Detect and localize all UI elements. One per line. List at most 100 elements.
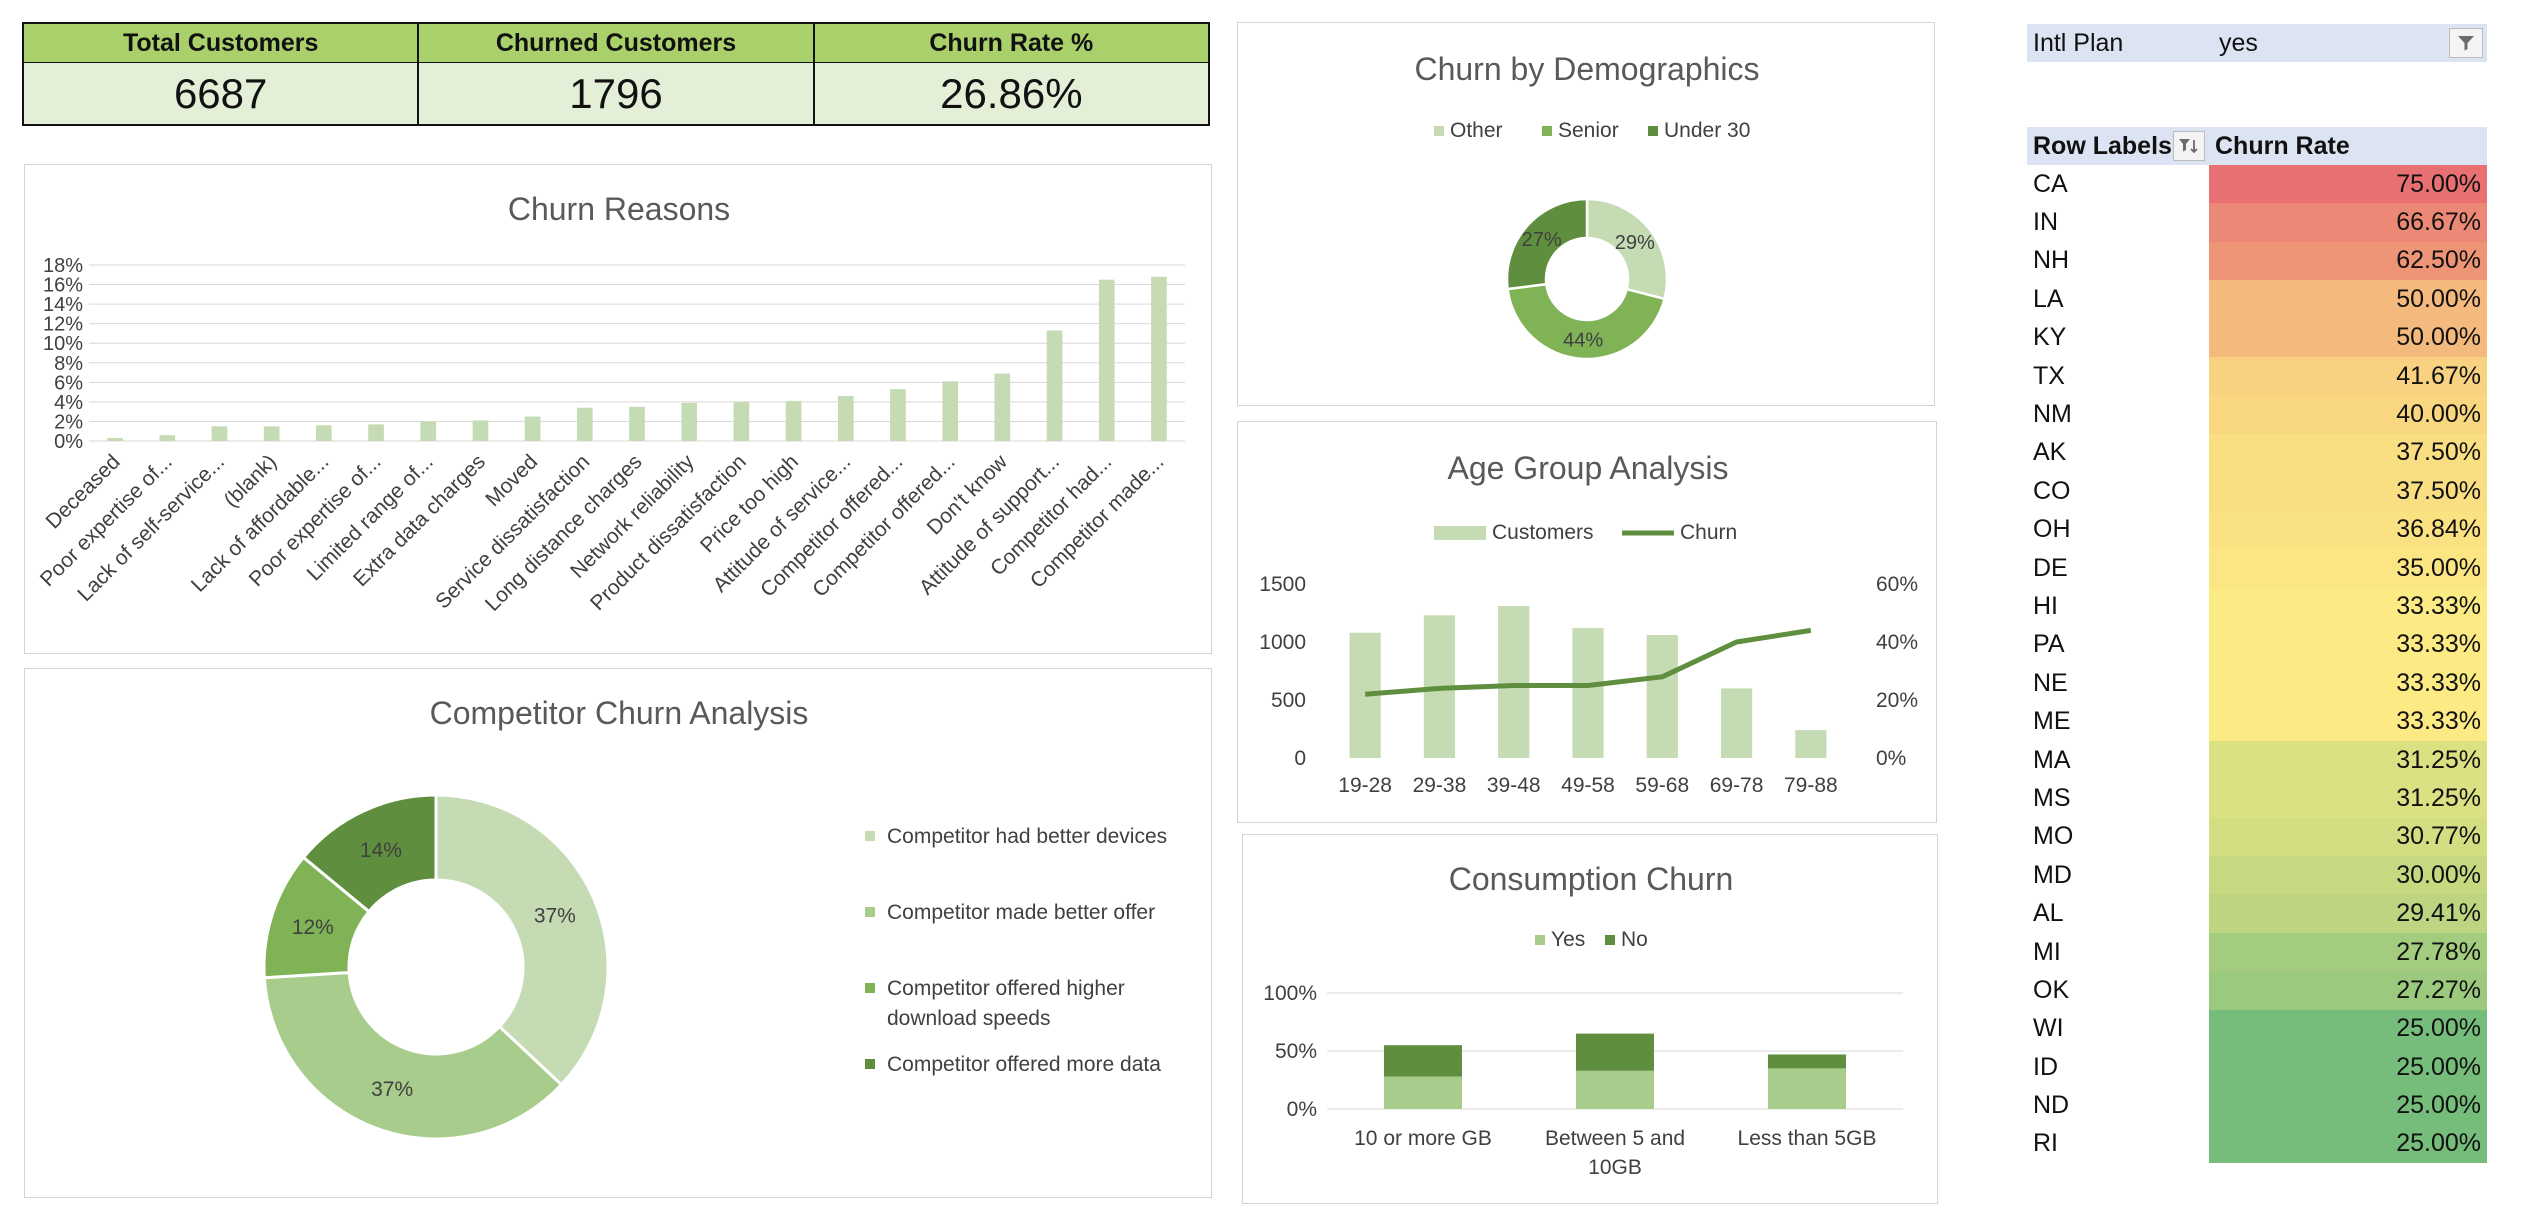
- bar: [211, 426, 228, 441]
- legend-label: Yes: [1551, 928, 1585, 951]
- legend-label: No: [1621, 928, 1648, 951]
- pivot-row[interactable]: CO 37.50%: [2027, 472, 2487, 511]
- churn-rate-cell: 37.50%: [2209, 433, 2487, 473]
- bar: [1098, 279, 1115, 441]
- bar: [524, 416, 541, 441]
- chart-title: Churn by Demographics: [1414, 51, 1759, 87]
- legend-swatch: [1542, 126, 1552, 136]
- bar-segment: [1768, 1068, 1846, 1109]
- y-tick-label-left: 1000: [1259, 631, 1306, 654]
- pivot-row[interactable]: NE 33.33%: [2027, 664, 2487, 703]
- kpi-table: Total Customers 6687 Churned Customers 1…: [22, 22, 1210, 126]
- churn-rate-cell: 30.00%: [2209, 856, 2487, 895]
- churn-rate-cell: 66.67%: [2209, 203, 2487, 242]
- churn-rate-header: Churn Rate: [2215, 131, 2350, 160]
- pivot-row[interactable]: DE 35.00%: [2027, 548, 2487, 588]
- x-tick-label: 39-48: [1487, 774, 1541, 797]
- bar: [159, 435, 176, 441]
- kpi-churned-customers[interactable]: Churned Customers 1796: [419, 24, 815, 124]
- pivot-row[interactable]: NH 62.50%: [2027, 241, 2487, 281]
- legend-swatch: [865, 907, 875, 917]
- pivot-row[interactable]: AL 29.41%: [2027, 894, 2487, 933]
- state-label: AK: [2033, 438, 2067, 467]
- bar: [1720, 688, 1753, 758]
- pivot-row[interactable]: MO 30.77%: [2027, 817, 2487, 857]
- churn-rate-cell: 37.50%: [2209, 472, 2487, 511]
- churn-rate-cell: 33.33%: [2209, 625, 2487, 665]
- bar: [733, 401, 750, 441]
- sort-filter-icon[interactable]: [2173, 131, 2205, 161]
- pivot-row[interactable]: ME 33.33%: [2027, 702, 2487, 741]
- churn-reasons-svg: Churn Reasons 0%2%4%6%8%10%12%14%16%18%D…: [36, 191, 1185, 616]
- pivot-row[interactable]: PA 33.33%: [2027, 625, 2487, 665]
- x-tick-label: 69-78: [1710, 774, 1764, 797]
- pivot-table: Row Labels Churn Rate CA 75.00% IN 66.67% NH…: [2027, 127, 2487, 1164]
- pivot-row[interactable]: IN 66.67%: [2027, 203, 2487, 242]
- state-label: CO: [2033, 476, 2071, 505]
- pivot-row[interactable]: ID 25.00%: [2027, 1047, 2487, 1087]
- x-tick-label: Less than 5GB: [1738, 1127, 1877, 1150]
- bar: [1046, 330, 1063, 441]
- pivot-row[interactable]: CA 75.00%: [2027, 165, 2487, 204]
- data-label: 27%: [1522, 229, 1562, 251]
- state-label: MA: [2033, 745, 2071, 774]
- bar: [368, 424, 384, 441]
- x-tick-label: 49-58: [1561, 774, 1615, 797]
- filter-icon[interactable]: [2449, 28, 2483, 58]
- y-tick-label: 0%: [1287, 1098, 1317, 1121]
- pivot-row[interactable]: OK 27.27%: [2027, 971, 2487, 1010]
- pivot-row[interactable]: WI 25.00%: [2027, 1009, 2487, 1048]
- pivot-row[interactable]: MI 27.78%: [2027, 932, 2487, 972]
- pivot-body: CA 75.00% IN 66.67% NH 62.50% LA 50.00% KY 50.00%…: [2027, 165, 2487, 1164]
- bar-segment: [1768, 1054, 1846, 1069]
- chart-churn-reasons[interactable]: Churn Reasons 0% 2% 4% 6% 8% 10% 12% 14% 16% 18% D…: [24, 164, 1212, 654]
- pivot-row[interactable]: RI 25.00%: [2027, 1124, 2487, 1164]
- kpi-churn-rate[interactable]: Churn Rate % 26.86%: [814, 24, 1208, 124]
- state-label: NE: [2033, 668, 2068, 697]
- pivot-row[interactable]: KY 50.00%: [2027, 318, 2487, 357]
- chart-consumption-churn[interactable]: Consumption Churn 0% 50% 100% 10 or more GB…: [1242, 834, 1938, 1204]
- churn-rate-cell: 62.50%: [2209, 241, 2487, 281]
- y-tick-label-right: 40%: [1876, 631, 1918, 654]
- bar: [994, 373, 1011, 441]
- pivot-row[interactable]: LA 50.00%: [2027, 280, 2487, 319]
- churn-rate-cell: 27.78%: [2209, 932, 2487, 972]
- pivot-row[interactable]: HI 33.33%: [2027, 587, 2487, 626]
- churn-rate-cell: 25.00%: [2209, 1009, 2487, 1048]
- state-label: WI: [2033, 1014, 2064, 1043]
- y-tick-label: 4%: [54, 392, 83, 414]
- x-tick-label: Between 5 and 10GB: [1545, 1127, 1685, 1179]
- y-tick-label-right: 0%: [1876, 747, 1906, 770]
- y-tick-label-left: 1500: [1259, 573, 1306, 596]
- pivot-row[interactable]: TX 41.67%: [2027, 356, 2487, 396]
- pivot-row[interactable]: NM 40.00%: [2027, 395, 2487, 434]
- state-label: MD: [2033, 860, 2072, 889]
- churn-rate-cell: 75.00%: [2209, 165, 2487, 204]
- chart-churn-demographics[interactable]: Churn by Demographics 29% 44% 27% Other Seni…: [1237, 22, 1935, 406]
- state-label: CA: [2033, 169, 2068, 198]
- pivot-row[interactable]: OH 36.84%: [2027, 510, 2487, 549]
- churn-line: [1364, 627, 1812, 697]
- x-tick-label: 59-68: [1635, 774, 1689, 797]
- data-label: 44%: [1563, 329, 1603, 351]
- pivot-row[interactable]: AK 37.50%: [2027, 433, 2487, 473]
- bar: [107, 438, 123, 441]
- chart-competitor-churn[interactable]: Competitor Churn Analysis 37% 37% 12% 14% Co…: [24, 668, 1212, 1198]
- legend-swatch: [1648, 126, 1658, 136]
- pivot-row[interactable]: MS 31.25%: [2027, 779, 2487, 818]
- y-tick-label-left: 500: [1271, 689, 1306, 712]
- state-label: AL: [2033, 899, 2064, 928]
- legend-swatch: [1434, 526, 1486, 540]
- donut-slice: [1506, 282, 1667, 361]
- chart-age-group[interactable]: Age Group Analysis 0 500 1000 1500 0% 20% 40% 6…: [1237, 421, 1937, 823]
- bar: [576, 407, 593, 441]
- pivot-row[interactable]: MD 30.00%: [2027, 856, 2487, 895]
- pivot-row[interactable]: ND 25.00%: [2027, 1086, 2487, 1125]
- pivot-row[interactable]: MA 31.25%: [2027, 740, 2487, 780]
- legend-label: Competitor made better offer: [887, 901, 1155, 924]
- state-label: OH: [2033, 515, 2071, 544]
- legend-label: Churn: [1680, 521, 1737, 544]
- state-label: OK: [2033, 975, 2070, 1004]
- pivot-filter: Intl Plan yes: [2027, 24, 2487, 62]
- kpi-total-customers[interactable]: Total Customers 6687: [24, 24, 420, 124]
